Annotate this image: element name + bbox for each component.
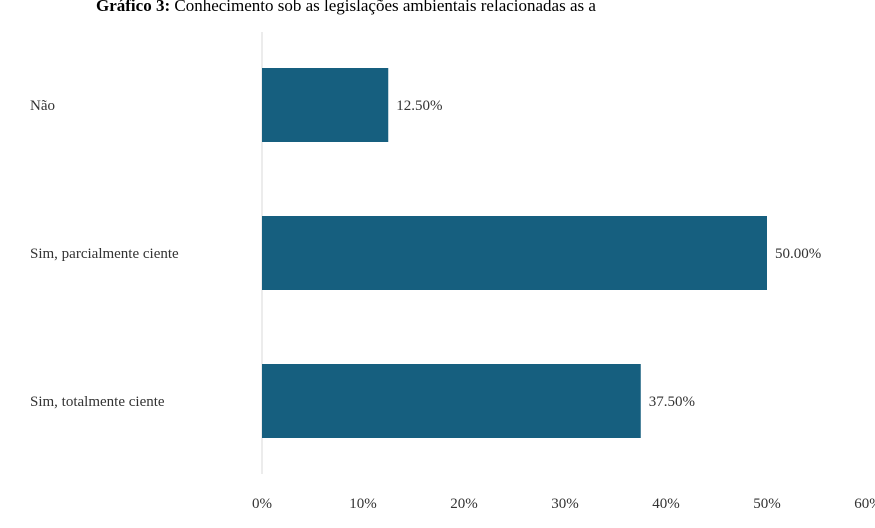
x-tick-label-3: 30% xyxy=(551,496,579,512)
value-label-1: 50.00% xyxy=(775,246,821,262)
value-labels-group: 12.50% 50.00% 37.50% xyxy=(396,98,821,410)
bars-group xyxy=(262,68,767,438)
x-tick-labels-group: 0% 10% 20% 30% 40% 50% 60% xyxy=(252,496,875,512)
category-label-1: Sim, parcialmente ciente xyxy=(30,246,179,262)
bar-2 xyxy=(262,364,641,438)
x-tick-label-4: 40% xyxy=(652,496,680,512)
x-tick-label-1: 10% xyxy=(349,496,377,512)
category-label-0: Não xyxy=(30,98,55,114)
bar-0 xyxy=(262,68,389,142)
x-tick-label-6: 60% xyxy=(854,496,875,512)
chart-title: Gráfico 3: Conhecimento sob as legislaçõ… xyxy=(96,0,875,20)
category-labels-group: Não Sim, parcialmente ciente Sim, totalmen… xyxy=(30,98,179,410)
x-tick-label-2: 20% xyxy=(450,496,478,512)
category-label-2: Sim, totalmente ciente xyxy=(30,394,165,410)
value-label-2: 37.50% xyxy=(649,394,695,410)
x-tick-label-0: 0% xyxy=(252,496,272,512)
chart-title-prefix: Gráfico 3: xyxy=(96,0,171,15)
bar-1 xyxy=(262,216,767,290)
chart-title-text: Conhecimento sob as legislações ambienta… xyxy=(170,0,596,15)
x-tick-label-5: 50% xyxy=(753,496,781,512)
value-label-0: 12.50% xyxy=(396,98,442,114)
